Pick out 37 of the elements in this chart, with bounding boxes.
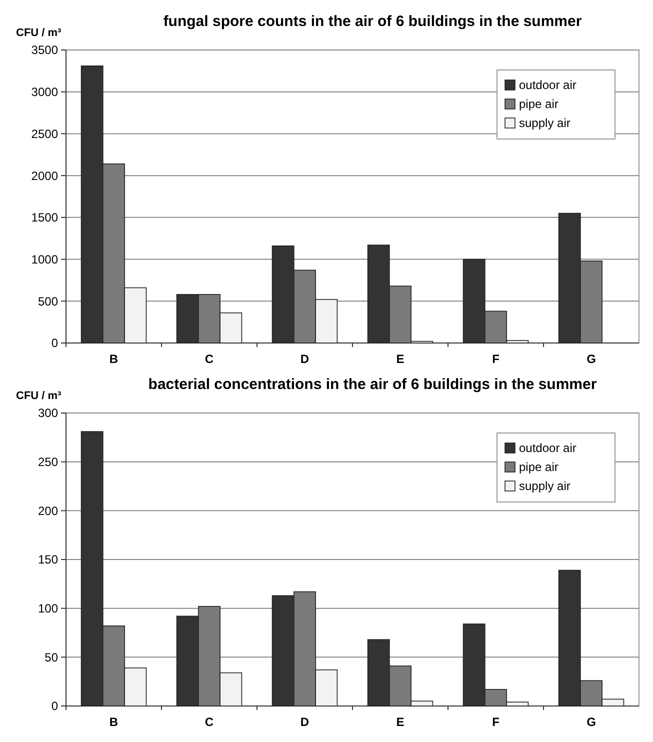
legend-label: pipe air [519, 97, 558, 111]
y-tick-label: 500 [38, 294, 58, 308]
y-tick-label: 100 [38, 602, 58, 616]
y-tick-label: 200 [38, 504, 58, 518]
y-tick-label: 3500 [31, 43, 58, 58]
legend-label: pipe air [519, 460, 558, 474]
y-tick-label: 3000 [31, 85, 58, 100]
y-axis-title: CFU / m³ [16, 390, 62, 402]
y-tick-label: 1000 [31, 252, 58, 266]
x-tick-label: E [396, 715, 404, 729]
legend-label: outdoor air [519, 441, 576, 455]
legend-label: outdoor air [519, 78, 576, 92]
x-tick-label: C [204, 352, 214, 366]
y-tick-label: 0 [51, 699, 58, 714]
chart-title: fungal spore counts in the air of 6 buildings in the summer [163, 13, 582, 30]
x-tick-label: E [396, 352, 404, 366]
y-tick-label: 50 [44, 650, 58, 664]
legend-label: supply air [519, 116, 570, 130]
y-tick-label: 2500 [31, 126, 58, 141]
x-tick-label: D [300, 715, 310, 729]
x-tick-label: F [492, 352, 500, 366]
x-tick-label: B [109, 715, 118, 729]
y-tick-label: 150 [38, 552, 58, 567]
legend-label: supply air [519, 479, 570, 493]
x-tick-label: B [109, 352, 118, 366]
x-tick-label: D [300, 352, 310, 366]
y-axis-title: CFU / m³ [16, 27, 62, 39]
x-tick-label: G [586, 715, 596, 729]
y-tick-label: 1500 [31, 210, 58, 225]
chart-title: bacterial concentrations in the air of 6 buildings in the summer [148, 376, 597, 393]
x-tick-label: F [492, 715, 500, 729]
x-tick-label: G [586, 352, 596, 366]
y-tick-label: 2000 [31, 168, 58, 183]
y-tick-label: 0 [51, 336, 58, 350]
x-tick-label: C [204, 715, 214, 729]
y-tick-label: 250 [38, 455, 58, 470]
y-tick-label: 300 [38, 406, 58, 420]
